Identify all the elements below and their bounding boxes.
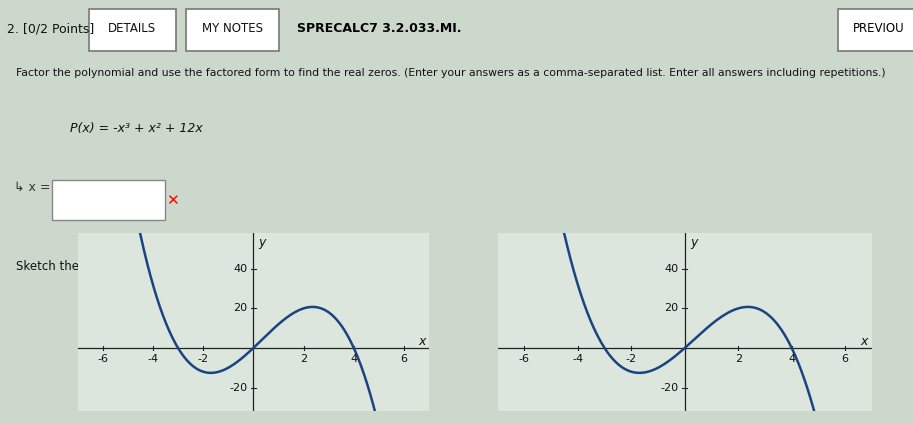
Text: -2: -2	[197, 354, 209, 364]
Text: 20: 20	[233, 304, 247, 313]
FancyBboxPatch shape	[186, 8, 279, 51]
Text: -2: -2	[625, 354, 637, 364]
Text: 20: 20	[664, 304, 678, 313]
Text: DETAILS: DETAILS	[109, 22, 156, 35]
FancyBboxPatch shape	[52, 181, 164, 220]
Text: x: x	[861, 335, 868, 348]
Text: Factor the polynomial and use the factored form to find the real zeros. (Enter y: Factor the polynomial and use the factor…	[16, 68, 886, 78]
Text: -4: -4	[147, 354, 159, 364]
Text: Sketch the graph.: Sketch the graph.	[16, 260, 121, 273]
Text: -6: -6	[97, 354, 109, 364]
Text: PREVIOU: PREVIOU	[853, 22, 904, 35]
Text: 4: 4	[351, 354, 357, 364]
Text: 6: 6	[401, 354, 407, 364]
Text: 2: 2	[735, 354, 741, 364]
Text: 6: 6	[842, 354, 849, 364]
Text: -6: -6	[519, 354, 530, 364]
Text: P(x) = -x³ + x² + 12x: P(x) = -x³ + x² + 12x	[70, 123, 203, 136]
Text: -20: -20	[660, 382, 678, 393]
Text: ✕: ✕	[166, 193, 179, 208]
FancyBboxPatch shape	[838, 8, 913, 51]
Text: x: x	[418, 335, 425, 348]
Text: 2: 2	[300, 354, 307, 364]
Text: y: y	[258, 236, 266, 249]
Text: y: y	[690, 236, 698, 249]
Text: 40: 40	[664, 264, 678, 274]
Text: 4: 4	[788, 354, 795, 364]
Text: ↳ x =: ↳ x =	[15, 181, 51, 194]
Text: SPRECALC7 3.2.033.MI.: SPRECALC7 3.2.033.MI.	[297, 22, 461, 35]
Text: MY NOTES: MY NOTES	[203, 22, 263, 35]
FancyBboxPatch shape	[89, 8, 175, 51]
Text: -4: -4	[572, 354, 583, 364]
Text: -20: -20	[229, 382, 247, 393]
Text: 40: 40	[233, 264, 247, 274]
Text: 2. [0/2 Points]: 2. [0/2 Points]	[7, 22, 95, 35]
